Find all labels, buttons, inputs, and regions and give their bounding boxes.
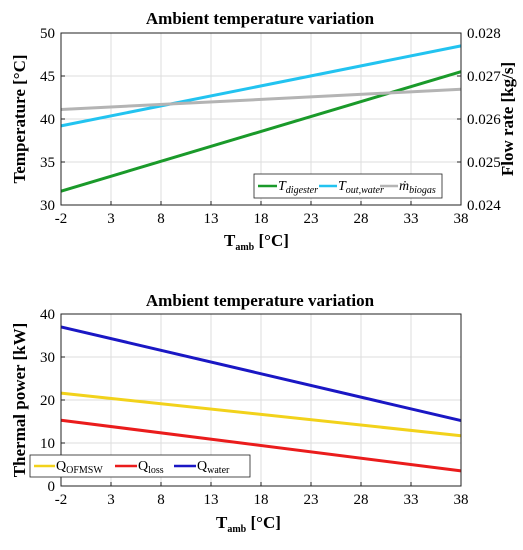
x-axis-label-unit: [°C] (246, 513, 281, 532)
legend-symbol: Q (56, 459, 66, 474)
x-tick-label: 28 (354, 211, 369, 227)
legend-entry: Tout,water (338, 179, 384, 196)
x-tick-label: 3 (107, 211, 115, 227)
chart-title: Ambient temperature variation (146, 9, 375, 28)
x-tick-label: 23 (304, 211, 319, 227)
legend-symbol: T (278, 179, 287, 194)
y-tick-label: 40 (40, 112, 55, 128)
legend-sub: loss (148, 465, 164, 476)
x-axis-label-symbol: T (224, 231, 236, 250)
legend-symbol: Q (138, 459, 148, 474)
x-tick-label: 23 (304, 492, 319, 508)
x-axis-label: Tamb [°C] (216, 513, 281, 535)
y2-ticks: 0.024 0.025 0.026 0.027 0.028 (457, 26, 501, 214)
plot-lines (60, 325, 462, 473)
y-axis-label: Temperature [°C] (10, 54, 29, 183)
legend-entry: Qloss (138, 459, 164, 476)
legend-symbol: ṁ (399, 179, 409, 194)
legend-sub: digester (286, 185, 318, 196)
y-tick-label: 0 (48, 479, 56, 495)
plot-lines (60, 44, 462, 193)
x-tick-label: 33 (404, 211, 419, 227)
legend-symbol: T (338, 179, 347, 194)
legend-sub: OFMSW (66, 465, 103, 476)
x-tick-label: 8 (157, 211, 165, 227)
legend-box (29, 454, 251, 478)
x-tick-label: 33 (404, 492, 419, 508)
legend-sub: water (207, 465, 230, 476)
series-line (60, 418, 462, 473)
x-tick-label: -2 (55, 492, 68, 508)
x-ticks: -2 3 8 13 18 23 28 33 38 (55, 482, 469, 508)
chart-title: Ambient temperature variation (146, 291, 375, 310)
x-tick-label: 13 (204, 211, 219, 227)
y-ticks: 30 35 40 45 50 (40, 26, 65, 214)
x-tick-label: 3 (107, 492, 115, 508)
y2-tick-label: 0.028 (467, 26, 501, 42)
y-tick-label: 35 (40, 155, 55, 171)
legend: Tdigester Tout,water ṁbiogas (253, 173, 443, 199)
legend-entry: ṁbiogas (399, 179, 436, 196)
legend-entry: Qwater (197, 459, 230, 476)
chart-bottom: Ambient temperature variation -2 3 8 13 18 23… (10, 291, 469, 535)
x-tick-label: 13 (204, 492, 219, 508)
y-tick-label: 30 (40, 350, 55, 366)
y-tick-label: 20 (40, 393, 55, 409)
legend-entry: QOFMSW (56, 459, 103, 476)
y-tick-label: 30 (40, 198, 55, 214)
x-tick-label: 28 (354, 492, 369, 508)
y-tick-label: 45 (40, 69, 55, 85)
series-line (60, 391, 462, 438)
legend-sub: biogas (409, 185, 436, 196)
y2-tick-label: 0.026 (467, 112, 501, 128)
x-tick-label: 38 (454, 211, 469, 227)
legend-entry: Tdigester (278, 179, 318, 196)
y2-axis-label: Flow rate [kg/s] (498, 62, 517, 176)
y-tick-label: 10 (40, 436, 55, 452)
legend-symbol: Q (197, 459, 207, 474)
x-axis-label: Tamb [°C] (224, 231, 289, 253)
x-tick-label: 38 (454, 492, 469, 508)
x-tick-label: -2 (55, 211, 68, 227)
x-tick-label: 8 (157, 492, 165, 508)
legend: QOFMSW Qloss Qwater (29, 454, 251, 478)
x-axis-label-sub: amb (227, 524, 246, 535)
x-tick-label: 18 (254, 492, 269, 508)
legend-sub: out,water (346, 185, 384, 196)
x-ticks: -2 3 8 13 18 23 28 33 38 (55, 201, 469, 227)
series-line (60, 44, 462, 128)
x-tick-label: 18 (254, 211, 269, 227)
y-axis-label: Thermal power [kW] (10, 323, 29, 478)
x-axis-label-sub: amb (235, 242, 254, 253)
y-tick-label: 50 (40, 26, 55, 42)
chart-top: Ambient temperature variation -2 3 8 13 18 23… (10, 9, 517, 253)
y2-tick-label: 0.027 (467, 69, 501, 85)
legend-box (253, 173, 443, 199)
x-axis-label-symbol: T (216, 513, 228, 532)
series-line (60, 87, 462, 111)
y-tick-label: 40 (40, 307, 55, 323)
x-axis-label-unit: [°C] (254, 231, 289, 250)
y2-tick-label: 0.025 (467, 155, 501, 171)
series-line (60, 325, 462, 423)
y-ticks: 0 10 20 30 40 (40, 307, 65, 495)
y2-tick-label: 0.024 (467, 198, 501, 214)
